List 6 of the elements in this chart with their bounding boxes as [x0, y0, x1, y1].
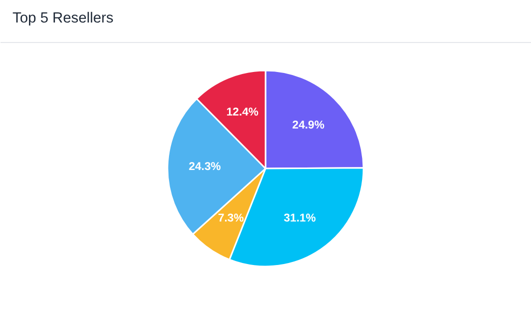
data-label: 31.1%	[284, 212, 316, 225]
data-label: 24.9%	[292, 119, 324, 132]
chart-title: Top 5 Resellers	[12, 10, 114, 26]
data-label: 24.3%	[188, 160, 221, 173]
data-label: 7.3%	[218, 212, 244, 224]
data-label: 12.4%	[226, 106, 258, 118]
